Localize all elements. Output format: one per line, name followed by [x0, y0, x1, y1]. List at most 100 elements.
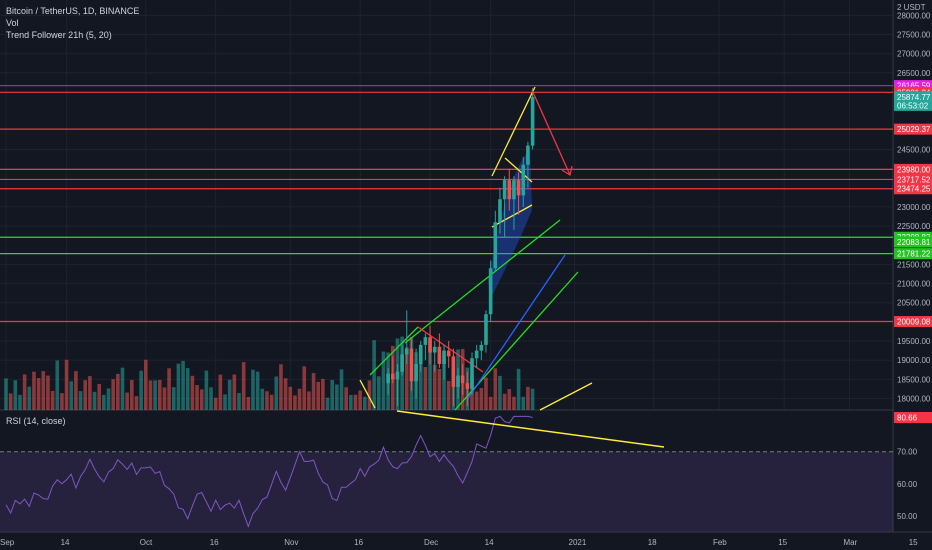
volume-bar: [521, 396, 526, 410]
rsi-band: [0, 451, 893, 532]
symbol-title[interactable]: Bitcoin / TetherUS, 1D, BINANCE: [6, 6, 140, 16]
candle-body: [530, 96, 535, 146]
volume-bar: [185, 368, 190, 410]
volume-bar: [330, 379, 334, 410]
projection-arrow: [531, 89, 571, 176]
volume-bar: [46, 375, 50, 410]
volume-bar: [339, 369, 344, 410]
y-tick-label: 22500.00: [897, 222, 931, 231]
top-axis-label: 2 USDT: [897, 3, 926, 12]
volume-bar: [130, 379, 134, 410]
candle-body: [460, 375, 465, 384]
volume-bar: [209, 387, 213, 410]
trendline-yellow: [491, 86, 536, 177]
x-tick-label: 18: [648, 538, 657, 547]
volume-bar: [344, 387, 348, 410]
volume-bar: [97, 383, 101, 410]
volume-bar: [55, 360, 60, 410]
volume-bar: [102, 394, 106, 410]
volume-bar: [488, 396, 493, 410]
rsi-tick-label: 50.00: [897, 512, 918, 521]
rsi-tick-label: 70.00: [897, 448, 918, 457]
volume-bar: [64, 359, 69, 410]
volume-bar: [167, 368, 171, 410]
volume-bar: [232, 374, 237, 410]
volume-bar: [32, 371, 36, 410]
volume-bar: [88, 376, 92, 410]
volume-bar: [512, 396, 516, 410]
price-label-box: [894, 123, 932, 135]
candle-body: [526, 145, 530, 165]
price-label: 23980.00: [897, 165, 931, 174]
volume-bar: [22, 374, 27, 410]
candle-body: [502, 180, 507, 200]
price-label-box: [894, 316, 932, 328]
rsi-last-box: [894, 412, 932, 424]
volume-bar: [144, 359, 148, 410]
volume-bar: [302, 366, 307, 410]
volume-bar: [260, 388, 265, 410]
y-tick-label: 19000.00: [897, 356, 931, 365]
volume-bar: [372, 340, 376, 410]
volume-bar: [18, 394, 22, 410]
candle-body: [386, 373, 390, 384]
candle-body: [428, 337, 432, 353]
candle-body: [484, 314, 488, 345]
volume-bar: [116, 373, 120, 410]
candle-body: [498, 199, 502, 223]
candle-body: [507, 180, 512, 200]
volume-bar: [269, 394, 274, 410]
volume-bar: [288, 386, 293, 410]
y-tick-label: 18500.00: [897, 375, 931, 384]
volume-bar: [484, 377, 488, 410]
y-tick-label: 21500.00: [897, 260, 931, 269]
price-label: 25874.77: [897, 93, 931, 102]
candle-body: [474, 350, 479, 359]
volume-bar: [311, 373, 316, 410]
price-label-box: [894, 163, 932, 175]
volume-bar: [148, 380, 153, 410]
volume-bar: [297, 388, 302, 410]
volume-bar: [479, 387, 484, 410]
volume-bar: [274, 376, 279, 410]
volume-bar: [493, 368, 498, 410]
price-label: 21781.22: [897, 250, 931, 259]
volume-bar: [265, 391, 269, 410]
price-label-box: [894, 236, 932, 248]
arrow-head: [561, 165, 573, 177]
x-tick-label: 14: [61, 538, 70, 547]
x-tick-label: 14: [485, 538, 494, 547]
volume-bar: [13, 380, 18, 410]
rsi-label[interactable]: RSI (14, close): [6, 416, 66, 426]
y-tick-label: 21000.00: [897, 280, 931, 289]
candle-body: [414, 364, 418, 382]
volume-bar: [353, 394, 358, 410]
volume-bar: [134, 396, 139, 410]
volume-bar: [83, 380, 88, 410]
candle-body: [516, 180, 521, 196]
volume-bar: [237, 392, 241, 410]
candle-body: [512, 180, 516, 200]
candle-body: [442, 350, 446, 365]
candle-body: [488, 268, 493, 315]
candle-body: [521, 164, 526, 196]
x-tick-label: Nov: [284, 538, 298, 547]
volume-bar: [157, 379, 162, 410]
x-tick-label: 15: [909, 538, 918, 547]
price-label: 25029.37: [897, 125, 931, 134]
candle-body: [390, 373, 395, 380]
volume-bar: [176, 363, 181, 410]
x-tick-label: Mar: [843, 538, 857, 547]
indicator-label[interactable]: Trend Follower 21h (5, 20): [6, 30, 112, 40]
volume-bar: [321, 378, 325, 410]
rsi-pane-background: [0, 410, 893, 532]
candle-body: [418, 344, 423, 365]
volume-bar: [423, 367, 428, 410]
volume-bar: [335, 384, 339, 410]
volume-bar: [125, 392, 129, 410]
trendline-yellow: [539, 382, 593, 411]
volume-bar: [251, 369, 255, 410]
volume-label[interactable]: Vol: [6, 18, 19, 28]
volume-bar: [307, 391, 311, 410]
